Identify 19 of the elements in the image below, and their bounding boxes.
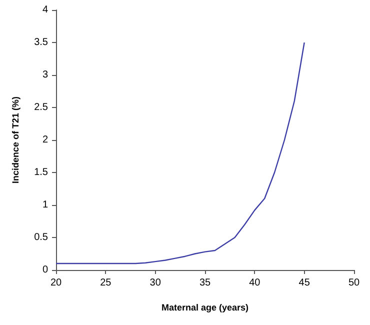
x-axis-title: Maternal age (years)	[161, 302, 249, 312]
y-axis-title: Incidence of T21 (%)	[10, 96, 20, 184]
y-tick-label: 0	[42, 264, 48, 276]
y-tick-label: 2	[42, 134, 48, 146]
y-tick-label: 0.5	[34, 232, 48, 243]
x-tick-label: 45	[298, 278, 310, 288]
y-tick-label: 4	[42, 4, 48, 16]
x-tick-label: 50	[348, 278, 360, 288]
line-series	[55, 42, 305, 264]
x-tick-label: 40	[249, 278, 261, 288]
x-tick-label: 35	[199, 278, 211, 288]
y-tick-label: 2.5	[34, 102, 48, 113]
y-tick-label: 1.5	[34, 167, 48, 178]
y-tick-label: 3.5	[34, 37, 48, 48]
y-tick-label: 3	[42, 70, 48, 80]
x-tick-label: 20	[50, 278, 62, 288]
x-tick-label: 30	[150, 278, 162, 288]
y-tick-label: 1	[42, 200, 48, 210]
x-tick-label: 25	[100, 278, 112, 288]
